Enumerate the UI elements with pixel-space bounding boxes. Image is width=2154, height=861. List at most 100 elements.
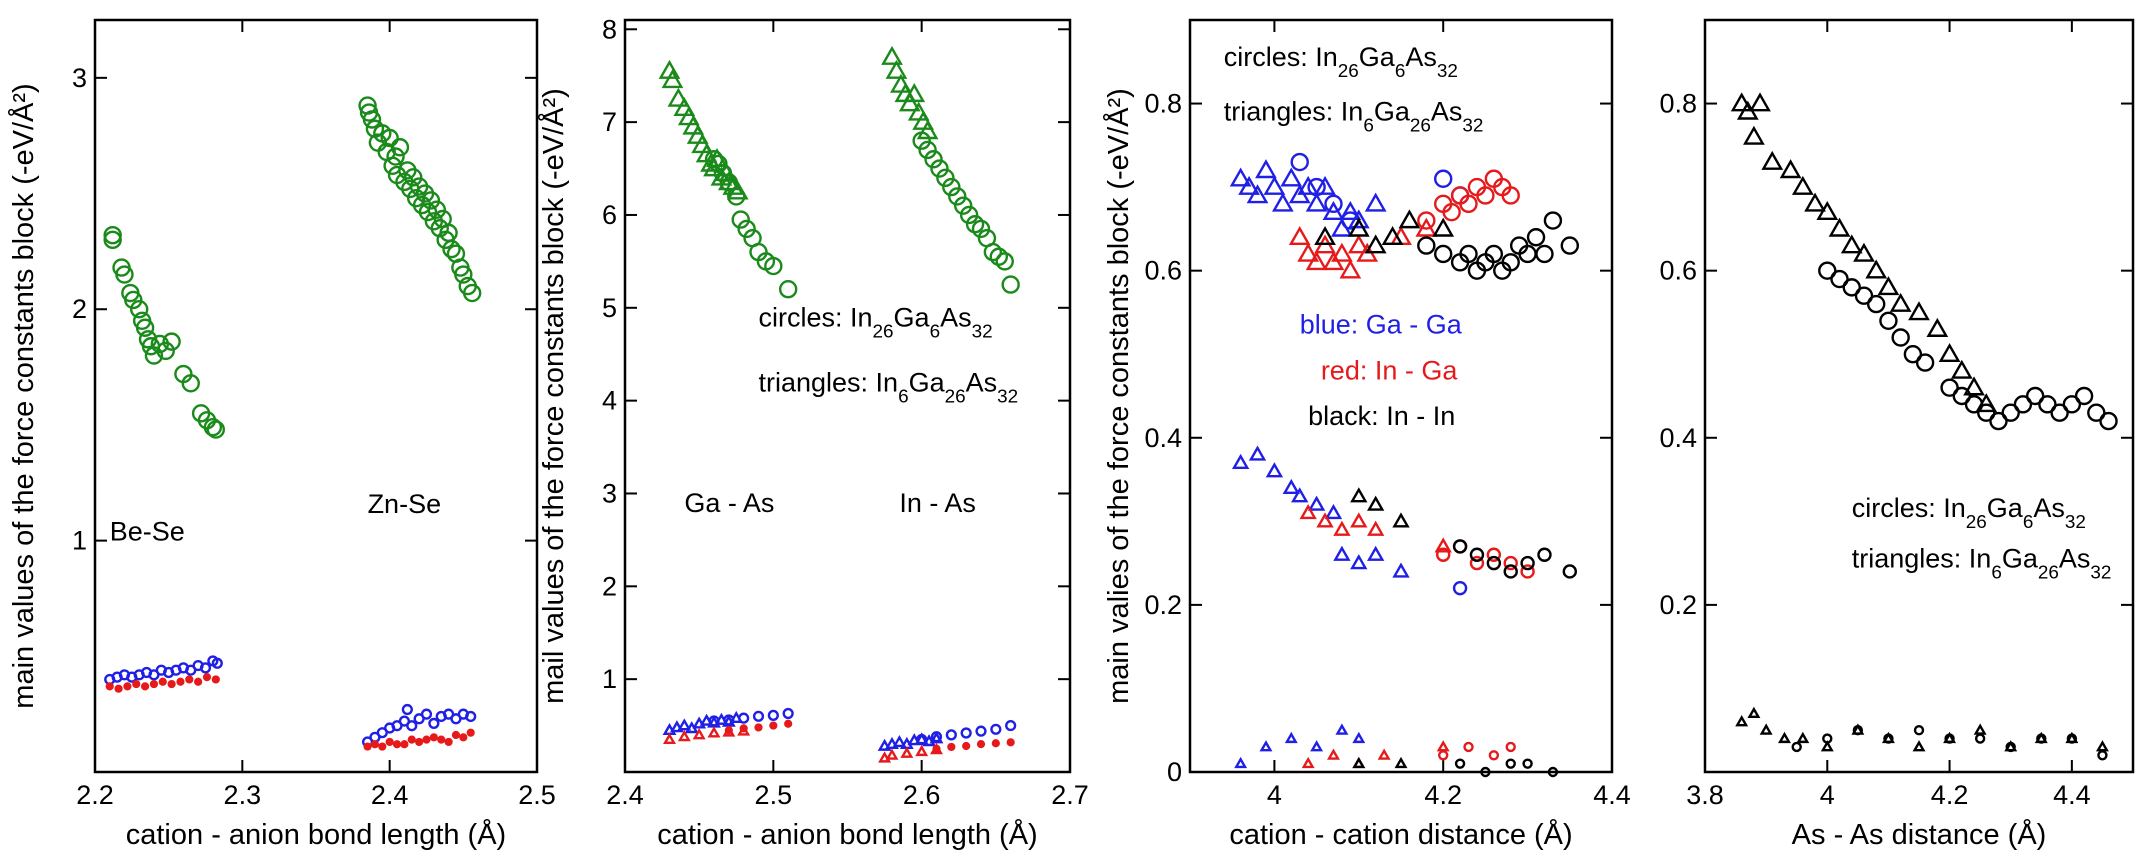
circle-point <box>1005 719 1017 732</box>
triangle-point <box>1301 756 1315 769</box>
circle-point <box>1944 733 1955 744</box>
annotation: black: In - In <box>1308 401 1455 431</box>
circle-point <box>1417 211 1436 230</box>
circle-point <box>421 191 441 210</box>
circle-point <box>420 708 433 720</box>
circle-point <box>1977 403 1996 422</box>
circle-point <box>1480 766 1491 778</box>
triangle-point <box>903 83 926 103</box>
series-11 <box>1350 487 1410 528</box>
annotation: triangles: In6Ga26As32 <box>1224 96 1484 135</box>
dot-point <box>784 719 793 728</box>
circle-point <box>1891 328 1910 347</box>
circle-point <box>103 230 122 250</box>
circle-point <box>1854 286 1874 305</box>
y-tick-label: 3 <box>72 63 87 93</box>
circle-point <box>960 727 972 739</box>
y-tick-label: 0.8 <box>1144 89 1182 119</box>
triangle-point <box>1877 276 1900 296</box>
circle-point <box>404 168 423 187</box>
triangle-point <box>1364 192 1387 212</box>
circle-point <box>362 110 382 129</box>
y-tick-label: 1 <box>72 526 87 556</box>
circle-point <box>1486 555 1502 571</box>
triangle-point <box>1938 343 1961 363</box>
dot-point <box>444 737 453 747</box>
series-3 <box>104 655 223 686</box>
series-13 <box>1234 723 1366 769</box>
circle-point <box>731 210 750 229</box>
triangle-point <box>1796 731 1810 744</box>
triangle-point <box>1314 226 1336 246</box>
series-12 <box>1452 539 1578 579</box>
triangle-point <box>1352 756 1366 769</box>
circle-point <box>708 715 720 727</box>
circle-point <box>1866 294 1886 314</box>
triangle-point <box>692 728 706 740</box>
circle-point <box>942 177 961 197</box>
dot-point <box>370 740 380 749</box>
x-tick-label: 4 <box>1267 780 1282 810</box>
circle-point <box>1562 564 1578 579</box>
dot-point <box>466 728 475 737</box>
triangle-point <box>1394 756 1408 769</box>
dot-point <box>976 740 986 749</box>
dot-point <box>739 724 748 733</box>
x-tick-label: 2.5 <box>518 780 556 810</box>
triangle-point <box>881 45 903 65</box>
triangle-point <box>670 720 684 733</box>
triangle-point <box>885 736 899 749</box>
series-2 <box>1818 261 2118 431</box>
triangle-point <box>1434 537 1452 553</box>
plot-frame <box>1188 18 1614 774</box>
series-5 <box>1314 209 1455 254</box>
triangle-point <box>1333 545 1351 561</box>
series-4 <box>1417 169 1520 230</box>
annotation: Ga - As <box>684 488 774 518</box>
plot-frame <box>1703 18 2135 774</box>
circle-point <box>2066 733 2078 744</box>
dot-point <box>158 677 167 686</box>
circle-point <box>1520 555 1535 571</box>
circle-point <box>1505 741 1516 753</box>
circle-point <box>1454 758 1466 769</box>
triangle-point <box>900 746 914 758</box>
circle-point <box>199 662 212 674</box>
triangle-point <box>885 748 899 760</box>
triangle-point <box>1350 554 1368 570</box>
circle-point <box>916 733 928 746</box>
x-tick-label: 4.4 <box>1593 780 1631 810</box>
circle-point <box>1503 564 1518 579</box>
triangle-point <box>1853 242 1875 262</box>
triangle-point <box>663 732 676 745</box>
triangle-point <box>1339 200 1362 220</box>
panel-2: 2.4 2.5 2.6 2.7 1 2 3 4 5 6 7 8 cation - anion bond … <box>537 14 1089 851</box>
circle-point <box>719 173 739 192</box>
circle-point <box>1913 725 1925 736</box>
circle-point <box>103 225 122 245</box>
circle-point <box>912 131 931 150</box>
triangle-point <box>667 87 690 107</box>
x-tick-label: 2.6 <box>903 780 941 810</box>
circle-point <box>135 318 155 337</box>
dot-point <box>378 742 387 751</box>
triangle-point <box>1381 226 1404 246</box>
circle-point <box>1505 758 1516 769</box>
circle-point <box>390 138 410 157</box>
triangle-point <box>1229 167 1252 187</box>
triangle-point <box>1305 192 1328 212</box>
circle-point <box>1435 547 1451 562</box>
circle-point <box>2005 741 2016 753</box>
series-12 <box>932 738 1015 753</box>
circle-point <box>1879 311 1898 330</box>
circle-point <box>727 187 746 206</box>
circle-point <box>738 712 750 724</box>
triangle-point <box>1307 495 1326 511</box>
circle-point <box>1522 758 1533 769</box>
circle-point <box>1452 580 1468 596</box>
circle-point <box>959 205 979 225</box>
circle-point <box>124 290 143 310</box>
annotation: blue: Ga - Ga <box>1300 309 1463 339</box>
triangle-point <box>722 175 745 195</box>
circle-point <box>1903 345 1923 364</box>
